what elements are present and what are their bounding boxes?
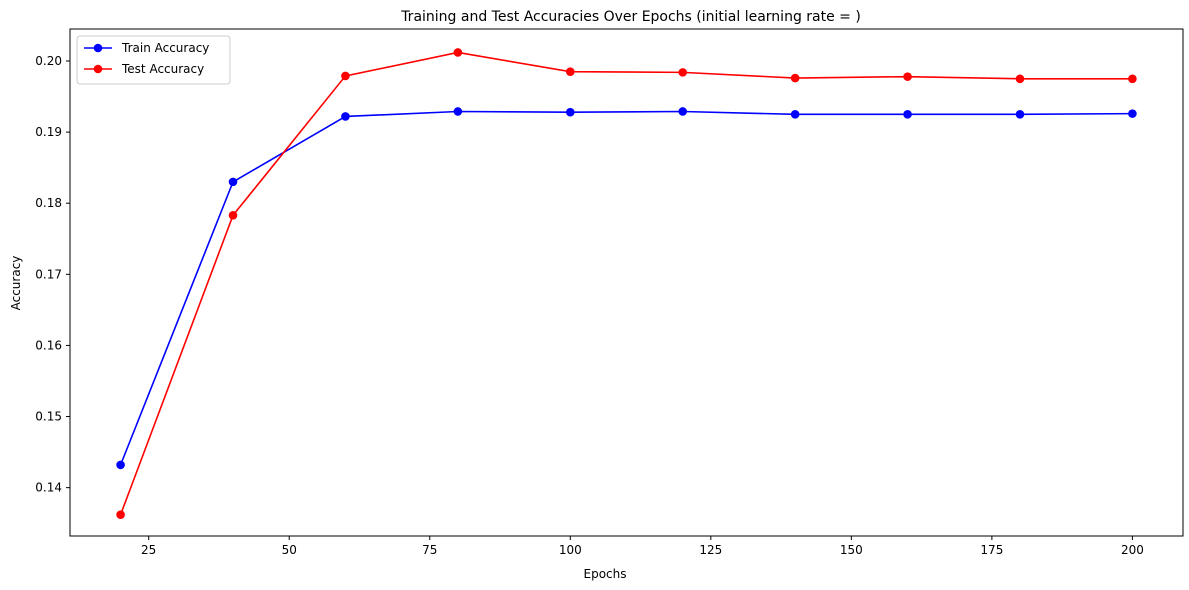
test-accuracy-point bbox=[453, 48, 463, 57]
legend: Train Accuracy Test Accuracy bbox=[76, 35, 231, 85]
y-tick-label: 0.16 bbox=[35, 338, 62, 352]
test-accuracy-point bbox=[1015, 74, 1025, 84]
train-accuracy-point bbox=[341, 112, 350, 121]
train-accuracy-point bbox=[790, 110, 800, 119]
train-accuracy-point bbox=[565, 107, 575, 117]
x-tick-label: 75 bbox=[422, 543, 437, 557]
y-tick-label: 0.17 bbox=[35, 267, 62, 281]
test-accuracy-point bbox=[790, 73, 800, 83]
plot-frame bbox=[69, 28, 1184, 537]
test-accuracy-point bbox=[1128, 74, 1137, 84]
train-accuracy-point bbox=[903, 110, 912, 119]
y-tick-label: 0.18 bbox=[35, 196, 62, 210]
x-tick-label: 200 bbox=[1121, 543, 1144, 557]
test-accuracy-point bbox=[341, 71, 350, 81]
y-tick-label: 0.14 bbox=[35, 481, 62, 495]
x-tick-label: 50 bbox=[282, 543, 297, 557]
train-accuracy-point bbox=[116, 460, 125, 470]
legend-label-test-accuracy: Test Accuracy bbox=[121, 62, 204, 76]
test-accuracy-point bbox=[678, 68, 688, 77]
legend-label-train-accuracy: Train Accuracy bbox=[121, 41, 209, 55]
x-tick-label: 100 bbox=[559, 543, 582, 557]
train-accuracy-line bbox=[119, 110, 1133, 466]
x-tick-label: 125 bbox=[699, 543, 722, 557]
train-accuracy-point bbox=[1015, 110, 1025, 119]
x-tick-label: 175 bbox=[980, 543, 1003, 557]
test-accuracy-point bbox=[565, 67, 575, 76]
train-accuracy-point bbox=[678, 107, 688, 116]
y-axis-label: Accuracy bbox=[9, 256, 23, 311]
train-accuracy-point bbox=[228, 177, 238, 187]
test-accuracy-point bbox=[903, 72, 912, 81]
test-accuracy-point bbox=[116, 510, 125, 519]
x-tick-label: 25 bbox=[141, 543, 156, 557]
x-axis-label: Epochs bbox=[584, 567, 627, 581]
x-tick-label: 150 bbox=[840, 543, 863, 557]
train-accuracy-point bbox=[1128, 109, 1137, 118]
legend-marker-train-accuracy bbox=[93, 43, 103, 53]
legend-marker-test-accuracy bbox=[93, 64, 103, 74]
x-axis: 25 50 75 100 125 150 175 200 bbox=[141, 536, 1144, 557]
test-accuracy-point bbox=[228, 211, 238, 220]
legend-box bbox=[76, 35, 231, 85]
y-tick-label: 0.15 bbox=[35, 410, 62, 424]
plot-area bbox=[116, 48, 1137, 519]
y-axis: 0.14 0.15 0.16 0.17 0.18 0.19 0.20 bbox=[35, 54, 70, 495]
y-tick-label: 0.19 bbox=[35, 125, 62, 139]
test-accuracy-line bbox=[119, 51, 1133, 515]
chart-title: Training and Test Accuracies Over Epochs… bbox=[400, 9, 861, 25]
y-tick-label: 0.20 bbox=[35, 54, 62, 68]
train-accuracy-point bbox=[453, 107, 463, 116]
